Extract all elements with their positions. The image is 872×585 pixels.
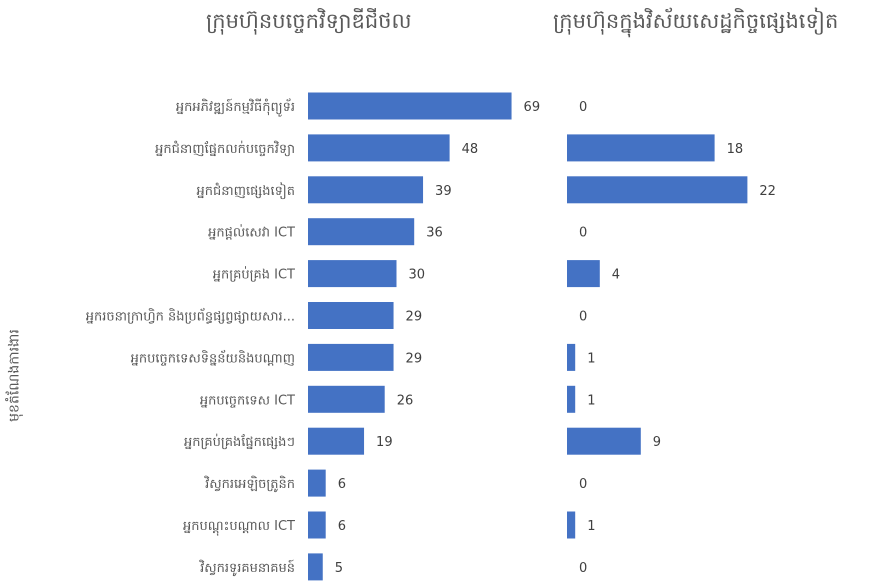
data-label: 48 [462,142,479,157]
category-label: វិស្វករអេឡិចត្រូនិក [204,475,295,493]
data-label: 36 [426,226,443,241]
data-label: 29 [406,351,423,366]
data-label: 69 [524,100,541,115]
data-label: 6 [338,519,346,534]
data-label: 29 [406,310,423,325]
bar-digital-11 [308,553,323,581]
category-label: អ្នកផ្តល់សេវា ICT [208,224,295,241]
bar-other-4 [567,260,600,288]
bar-other-10 [567,511,576,539]
category-label: អ្នកគ្រប់គ្រងផ្នែកផ្សេងៗ [184,433,295,450]
data-label: 5 [335,561,343,576]
category-label: អ្នកជំនាញផ្សេងទៀត [196,182,295,200]
bar-digital-9 [308,469,326,497]
data-label: 39 [435,184,452,199]
data-label: 0 [579,226,587,241]
category-label: អ្នកបច្ចេកទេសទិន្នន័យនិងបណ្តាញ [131,349,295,366]
bar-other-6 [567,343,576,371]
category-label: អ្នកបណ្តុះបណ្តាល ICT [183,519,295,536]
data-label: 22 [759,184,776,199]
bar-digital-10 [308,511,326,539]
data-label: 0 [579,477,587,492]
left-panel-title: ក្រុមហ៊ុនបច្ចេកវិទ្យាឌីជីថល [206,9,412,33]
bar-other-8 [567,427,641,455]
data-label: 26 [397,393,414,408]
bar-digital-6 [308,343,394,371]
data-label: 6 [338,477,346,492]
right-panel-title: ក្រុមហ៊ុនក្នុងវិស័យសេដ្ឋកិច្ចផ្សេងទៀត [553,9,839,33]
data-label: 0 [579,561,587,576]
data-label: 30 [409,268,426,283]
data-label: 1 [587,351,595,366]
category-label: អ្នកគ្រប់គ្រង ICT [213,266,295,283]
category-label: អ្នកជំនាញផ្នែកលក់បច្ចេកវិទ្យា [155,140,295,157]
data-label: 1 [587,393,595,408]
bar-other-2 [567,176,748,204]
data-label: 18 [727,142,744,157]
bar-digital-5 [308,302,394,329]
category-label: អ្នកបច្ចេកទេស ICT [200,393,295,408]
category-label: អ្នករចនាក្រាហ្វិក និងប្រព័ន្ធផ្សព្វផ្សាយ… [86,308,295,325]
bar-digital-0 [308,92,512,120]
category-label: វិស្វករទូរគមនាគមន៍ [199,559,295,577]
data-label: 19 [376,435,393,450]
bar-digital-8 [308,427,365,455]
data-label: 1 [587,519,595,534]
bar-digital-3 [308,218,415,246]
category-label: អ្នកអភិវឌ្ឍន៍កម្មវិធីកុំព្យូទ័រ [176,98,295,117]
data-label: 0 [579,310,587,325]
bar-other-1 [567,134,715,162]
bar-digital-2 [308,176,424,204]
bar-other-7 [567,385,576,413]
data-label: 4 [612,268,620,283]
data-label: 0 [579,100,587,115]
bar-digital-4 [308,260,397,288]
bar-digital-1 [308,134,450,162]
data-label: 9 [653,435,661,450]
bar-digital-7 [308,385,385,413]
